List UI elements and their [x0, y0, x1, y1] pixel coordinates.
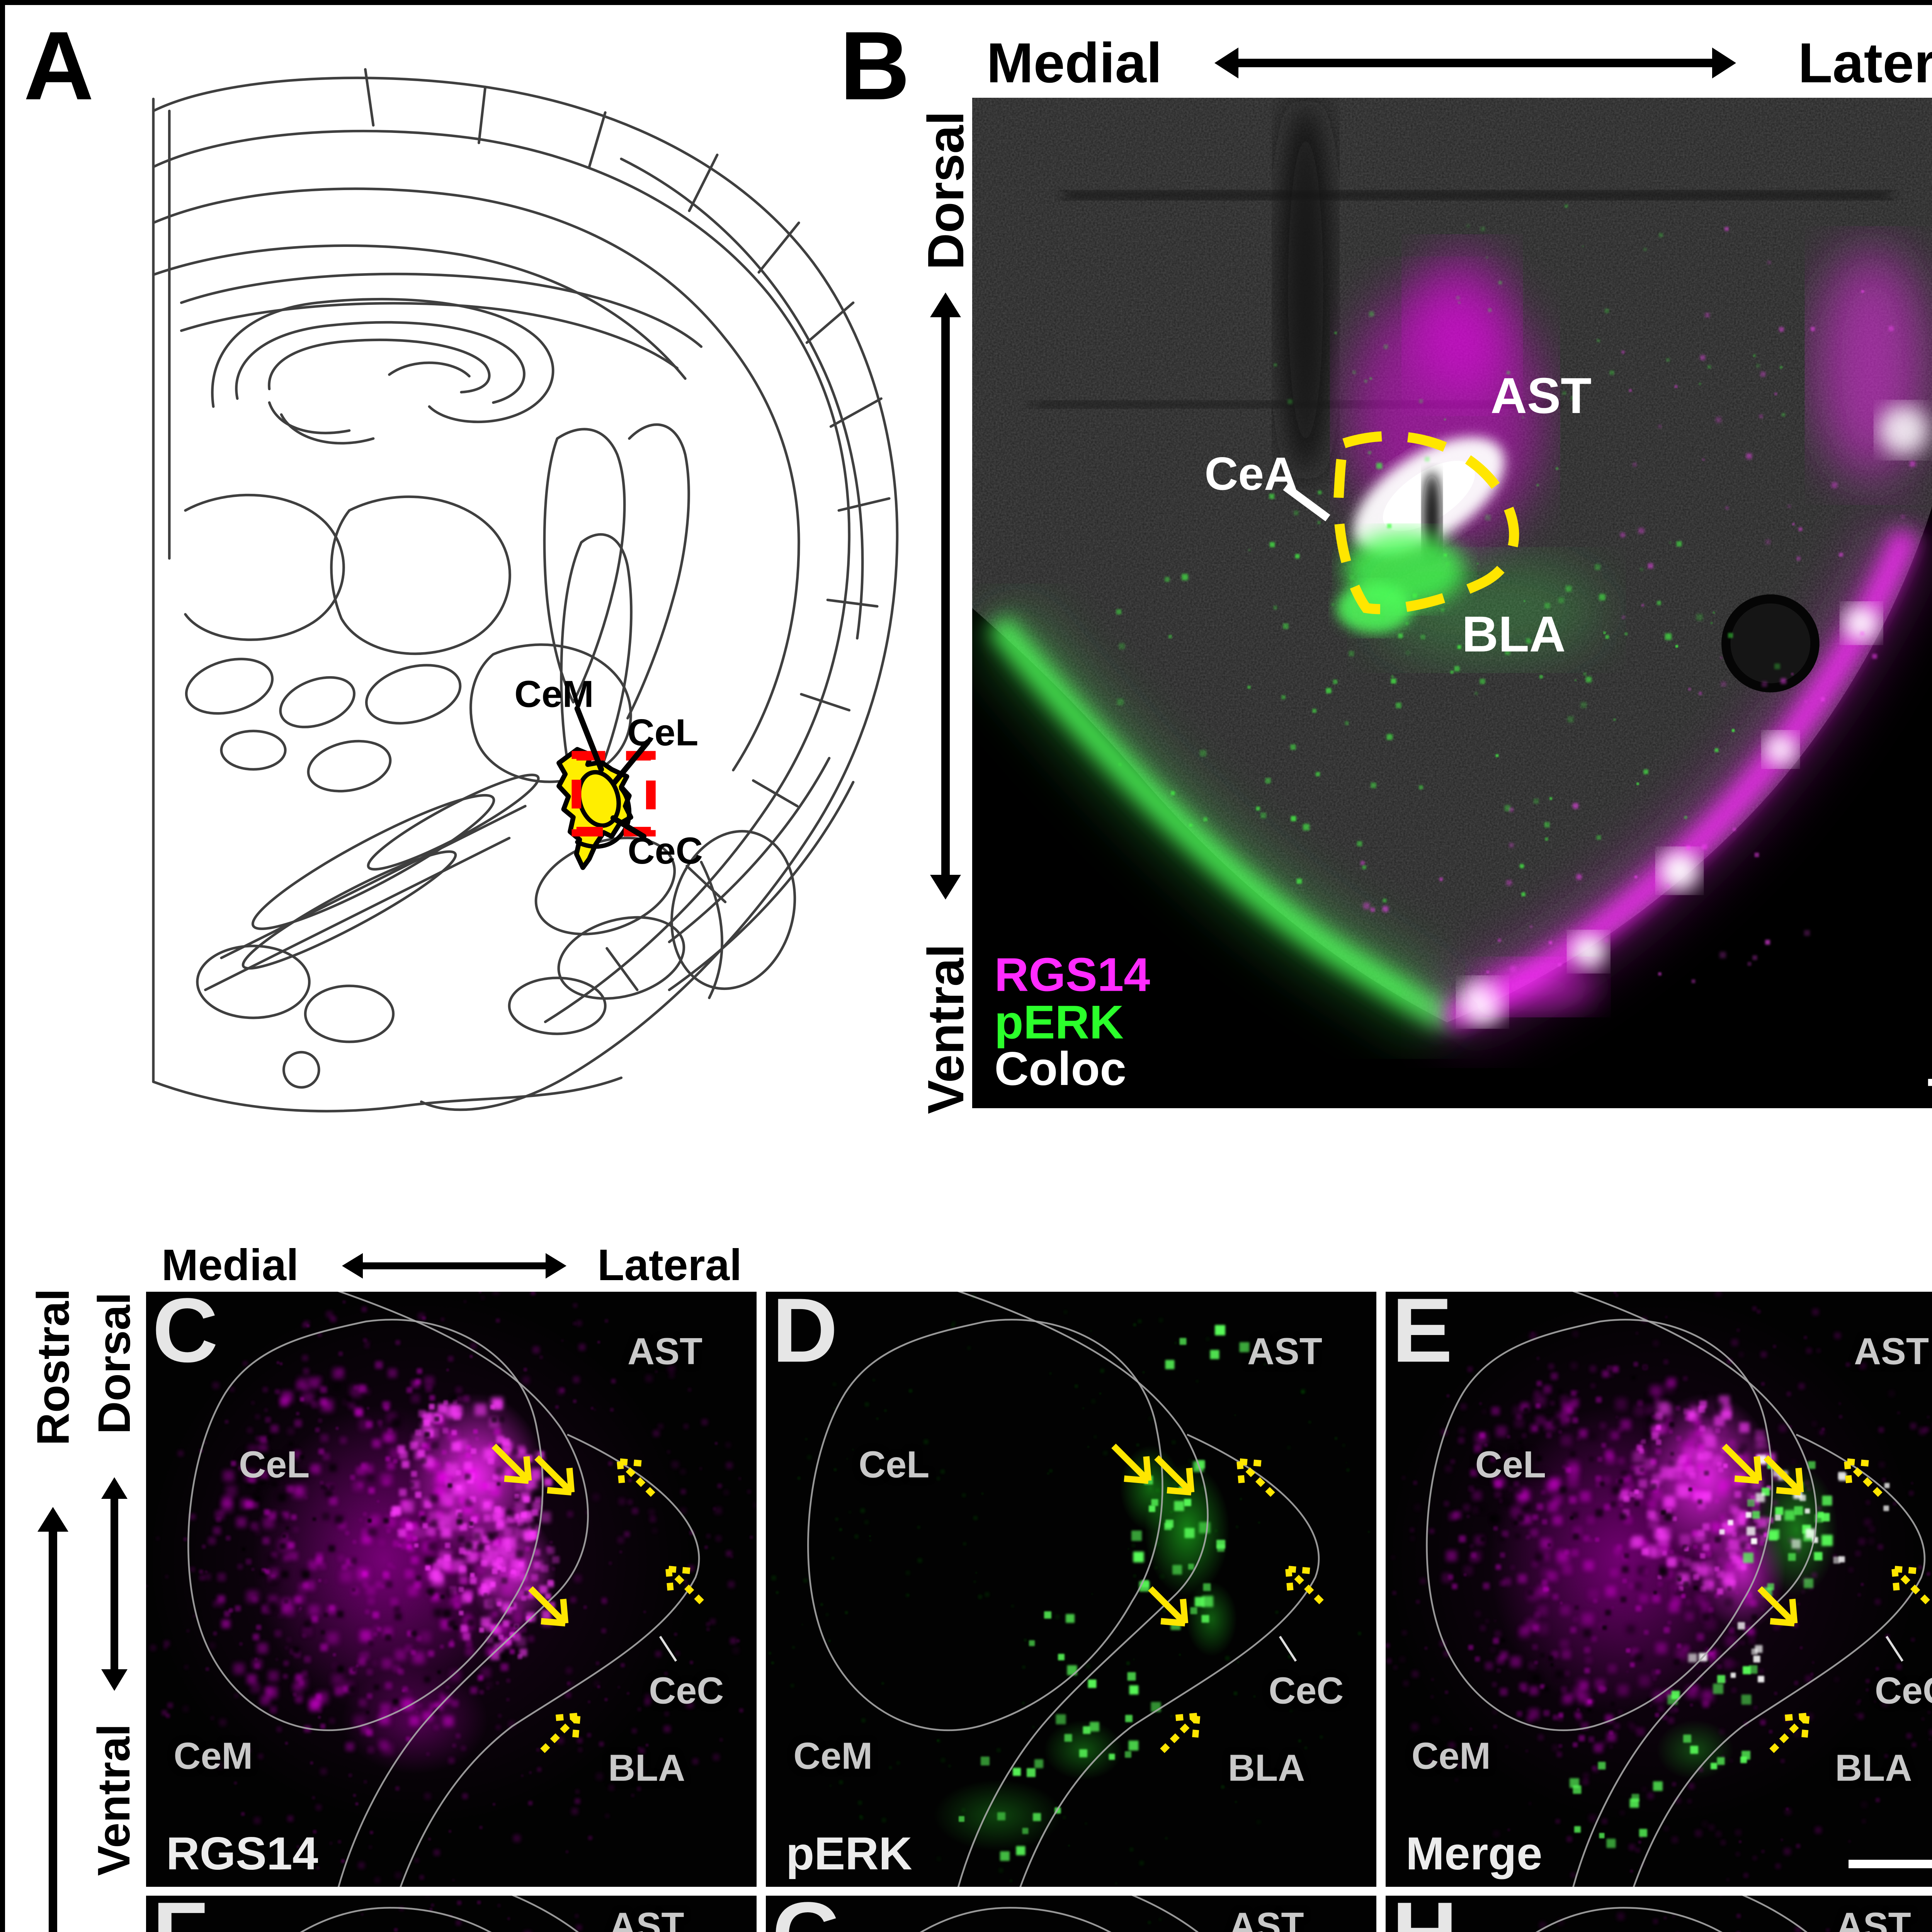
yellow-solid-arrow: [492, 1443, 532, 1484]
region-label-bla: BLA: [1228, 1747, 1305, 1789]
region-label-bla: BLA: [1835, 1747, 1912, 1789]
panel-b-side-ventral: Ventral: [917, 944, 974, 1114]
atlas-cea-highlight: [556, 747, 633, 870]
panel-b-side-dorsal: Dorsal: [917, 111, 974, 270]
scale-bar-b: [1928, 1079, 1932, 1086]
grid-header-lateral: Lateral: [597, 1241, 742, 1290]
atlas-label-cel: CeL: [628, 711, 699, 753]
region-label-ast: AST: [1247, 1330, 1322, 1372]
region-label-cem: CeM: [793, 1735, 873, 1777]
panel-letter-d: D: [772, 1292, 838, 1381]
panel-b-micrograph: CeA AST BLA RGS14 pERK Coloc: [972, 98, 1932, 1108]
panel-a-atlas-drawing: CeM CeL CeC: [152, 68, 899, 1112]
panel-b-annotations: CeA AST BLA RGS14 pERK Coloc: [995, 367, 1932, 1095]
panel-b-letter: B: [840, 12, 910, 120]
yellow-solid-arrow: [1148, 1586, 1189, 1627]
region-label-ast: AST: [1836, 1905, 1911, 1932]
region-label-cem: CeM: [1411, 1735, 1491, 1777]
panel-f-micrograph: F AST CeL CeC CeM BLA RGS14: [146, 1896, 757, 1932]
legend-perk: pERK: [995, 996, 1124, 1049]
yellow-dotted-arrow: [617, 1458, 655, 1497]
panel-c-micrograph: C AST CeL CeC CeM BLA RGS14: [146, 1292, 757, 1887]
yellow-dotted-arrow: [1891, 1565, 1930, 1604]
grid-side-ventral: Ventral: [88, 1724, 139, 1876]
panel-g-micrograph: G AST CeL CeC CeM BLA pERK: [766, 1896, 1376, 1932]
panel-letter-c: C: [152, 1292, 218, 1381]
grid-side-dorsal: Dorsal: [89, 1292, 140, 1434]
yellow-solid-arrow: [1722, 1443, 1762, 1484]
label-bla-b: BLA: [1462, 606, 1566, 662]
channel-label-merge: Merge: [1406, 1828, 1543, 1879]
cea-dashed-outline: [1333, 431, 1519, 614]
legend-coloc: Coloc: [995, 1043, 1126, 1095]
region-label-cel: CeL: [1475, 1443, 1546, 1486]
yellow-dotted-arrow: [1160, 1713, 1201, 1753]
region-label-cec: CeC: [649, 1669, 724, 1712]
region-label-bla: BLA: [608, 1747, 685, 1789]
medial-lateral-arrow-b: [1214, 47, 1736, 79]
region-label-cec: CeC: [1269, 1669, 1344, 1712]
yellow-solid-arrow: [1763, 1455, 1804, 1496]
panel-d-micrograph: D AST CeL CeC CeM BLA pERK: [766, 1292, 1376, 1887]
atlas-label-cem: CeM: [514, 673, 594, 715]
panel-letter-h: H: [1392, 1896, 1458, 1932]
panel-a-letter: A: [24, 12, 94, 120]
yellow-solid-arrow: [528, 1586, 569, 1627]
yellow-dotted-arrow: [540, 1713, 581, 1753]
panel-h-micrograph: H AST CeL CeC CeM BLA Merge: [1386, 1896, 1932, 1932]
yellow-dotted-arrow: [1236, 1458, 1275, 1497]
channel-label-rgs14: RGS14: [166, 1828, 318, 1879]
panel-b-header-lateral: Lateral: [1798, 31, 1932, 94]
region-label-cel: CeL: [859, 1443, 930, 1486]
panel-e-micrograph: E AST CeL CeC CeM BLA Merge: [1386, 1292, 1932, 1887]
grid-side-rostral: Rostral: [28, 1288, 79, 1446]
panel-g-fluorescence: [766, 1896, 1376, 1932]
dorsal-ventral-arrow-grid: [99, 1477, 130, 1691]
region-label-ast: AST: [609, 1905, 684, 1932]
region-label-cec: CeC: [1874, 1669, 1932, 1712]
panel-letter-g: G: [772, 1896, 843, 1932]
panel-b-image-base: [972, 98, 1932, 1048]
region-outlines: [146, 1292, 757, 1887]
panel-f-fluorescence: [146, 1896, 757, 1932]
atlas-label-cec: CeC: [628, 830, 703, 872]
panel-e-fluorescence: [1386, 1292, 1932, 1887]
medial-lateral-arrow-grid: [342, 1252, 566, 1280]
label-ast-b: AST: [1490, 367, 1592, 424]
yellow-solid-arrow: [534, 1455, 575, 1496]
channel-label-perk: pERK: [786, 1828, 912, 1879]
panel-h-fluorescence: [1386, 1896, 1932, 1932]
region-outlines: [766, 1292, 1376, 1887]
region-label-ast: AST: [1229, 1905, 1304, 1932]
rostral-caudal-arrow: [37, 1507, 68, 1932]
region-label-cem: CeM: [173, 1735, 253, 1777]
yellow-solid-arrow: [1111, 1443, 1152, 1484]
panel-b-header-medial: Medial: [986, 31, 1162, 94]
panel-letter-f: F: [152, 1896, 208, 1932]
yellow-dotted-arrow: [1769, 1713, 1810, 1753]
dorsal-ventral-arrow-b: [930, 293, 961, 900]
yellow-dotted-arrow: [1285, 1565, 1324, 1604]
panel-letter-e: E: [1392, 1292, 1453, 1381]
yellow-solid-arrow: [1154, 1455, 1194, 1496]
grid-header-medial: Medial: [162, 1241, 299, 1290]
region-label-ast: AST: [1854, 1330, 1929, 1372]
atlas-inset-box: [571, 751, 656, 837]
label-cea: CeA: [1204, 448, 1298, 500]
legend-rgs14: RGS14: [995, 949, 1150, 1002]
yellow-dotted-arrow: [665, 1565, 704, 1604]
yellow-solid-arrow: [1757, 1586, 1798, 1627]
region-label-ast: AST: [628, 1330, 702, 1372]
region-label-cel: CeL: [239, 1443, 310, 1486]
region-outlines: [1386, 1292, 1932, 1887]
yellow-dotted-arrow: [1844, 1458, 1883, 1497]
scale-bar-e: [1849, 1860, 1932, 1868]
